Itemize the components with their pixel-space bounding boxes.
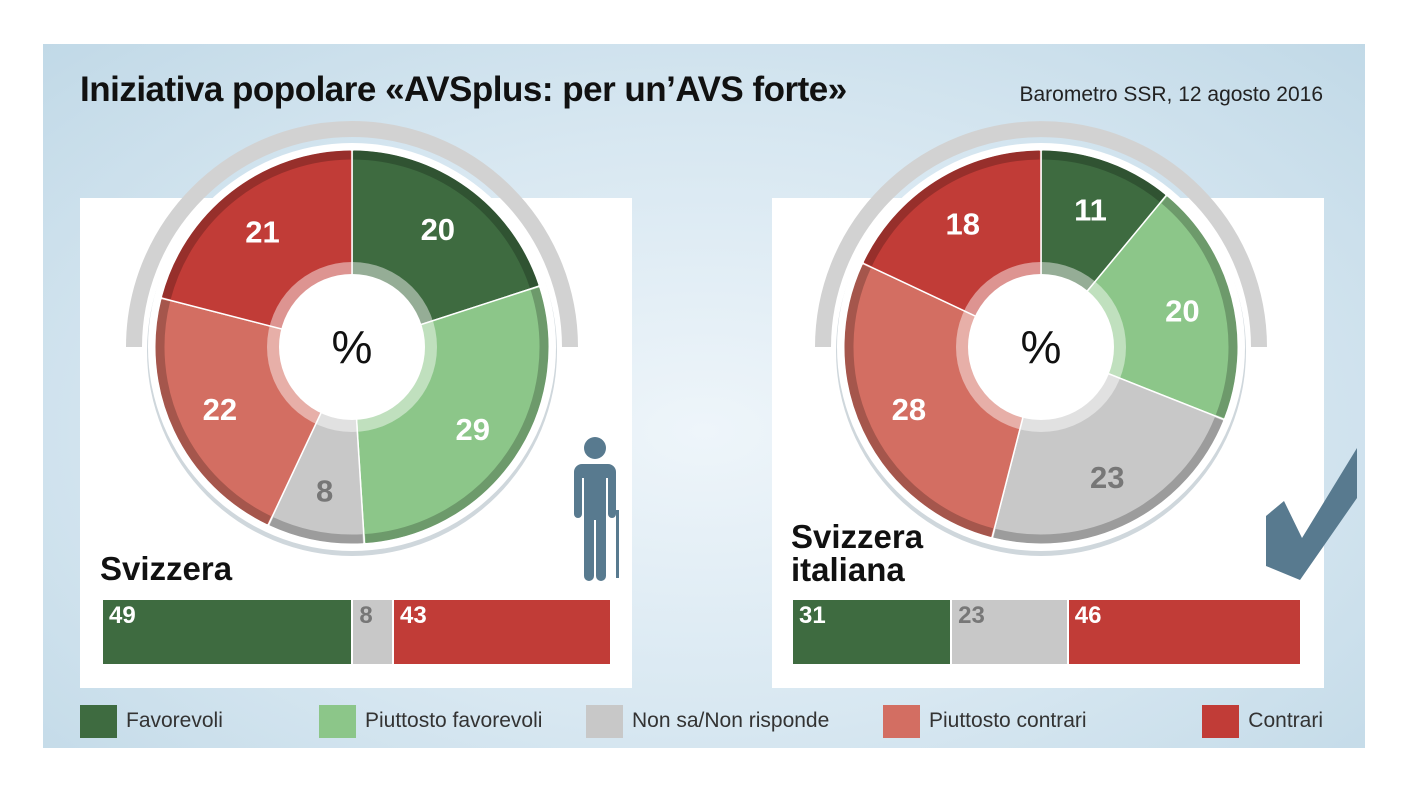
donut-value-label: 22 [203, 392, 237, 427]
chart-source: Barometro SSR, 12 agosto 2016 [1019, 83, 1323, 106]
donut-slice-rim [269, 517, 363, 544]
bar-segment-favorevoli: 49 [103, 600, 352, 664]
legend-label: Contrari [1248, 709, 1323, 732]
legend-item: Favorevoli [80, 704, 223, 738]
legend-item: Contrari [1202, 704, 1323, 738]
legend-swatch [319, 704, 356, 738]
bar-value-label: 31 [799, 602, 826, 629]
donut-arch [126, 121, 578, 348]
checkmark-icon [1266, 448, 1357, 580]
bar-segment-contrari: 46 [1066, 600, 1300, 664]
donut-slice-rim [844, 264, 994, 537]
donut-slice-rim [155, 299, 271, 525]
donut-slice-rim [353, 150, 539, 288]
donut-value-label: 29 [456, 412, 490, 447]
donut-slice-rim [365, 287, 549, 544]
region-name-svizzera: Svizzera [100, 550, 233, 587]
donut-value-label: 20 [421, 212, 455, 247]
legend-item: Non sa/Non risponde [586, 704, 829, 738]
bar-value-label: 46 [1074, 602, 1102, 629]
donut-slice-rim [1042, 150, 1166, 202]
legend-swatch [80, 704, 117, 738]
legend-label: Piuttosto favorevoli [365, 709, 543, 732]
bar-value-label: 8 [359, 602, 373, 629]
legend-label: Non sa/Non risponde [632, 709, 830, 732]
chart-title: Iniziativa popolare «AVSplus: per un’AVS… [80, 70, 847, 109]
bar-svizzera: 49 8 43 [103, 600, 610, 664]
donut-value-label: 20 [1165, 294, 1199, 329]
donut-value-label: 8 [316, 473, 333, 508]
donut-hole [279, 274, 425, 420]
donut-slice-rim [863, 150, 1040, 266]
bar-segment-non-sa-non-risponde: 23 [950, 600, 1067, 664]
legend-swatch [883, 704, 920, 738]
legend-label: Piuttosto contrari [929, 709, 1087, 732]
donut-value-label: 23 [1090, 460, 1124, 495]
bar-value-label: 23 [958, 602, 985, 629]
bar-svizzera-italiana: 31 23 46 [793, 600, 1300, 664]
donut-value-label: 28 [892, 392, 926, 427]
bar-segment-favorevoli: 31 [793, 600, 951, 664]
donut-arch [815, 121, 1267, 348]
donut-hole [968, 274, 1114, 420]
donut-center-label: % [1021, 321, 1062, 373]
region-name-svizzera-italiana: Svizzera italiana [791, 518, 924, 588]
elderly-person-icon [574, 437, 619, 581]
bar-value-label: 43 [399, 602, 427, 629]
legend-item: Piuttosto contrari [883, 704, 1087, 738]
donut-slice-rim [993, 417, 1224, 544]
legend-label: Favorevoli [126, 709, 223, 732]
donut-value-label: 11 [1074, 193, 1107, 228]
legend-item: Piuttosto favorevoli [319, 704, 542, 738]
donut-value-label: 21 [245, 215, 279, 250]
donut-slice-rim [1161, 196, 1238, 419]
bar-segment-non-sa-non-risponde: 8 [351, 600, 392, 664]
legend-swatch [1202, 704, 1240, 738]
bar-value-label: 49 [109, 602, 136, 629]
donut-value-label: 18 [946, 207, 980, 242]
legend-swatch [586, 704, 623, 738]
bar-segment-contrari: 43 [391, 600, 610, 664]
donut-center-label: % [332, 321, 373, 373]
donut-slice-rim [162, 150, 351, 300]
legend: Favorevoli Piuttosto favorevoli Non sa/Non… [80, 704, 1323, 738]
